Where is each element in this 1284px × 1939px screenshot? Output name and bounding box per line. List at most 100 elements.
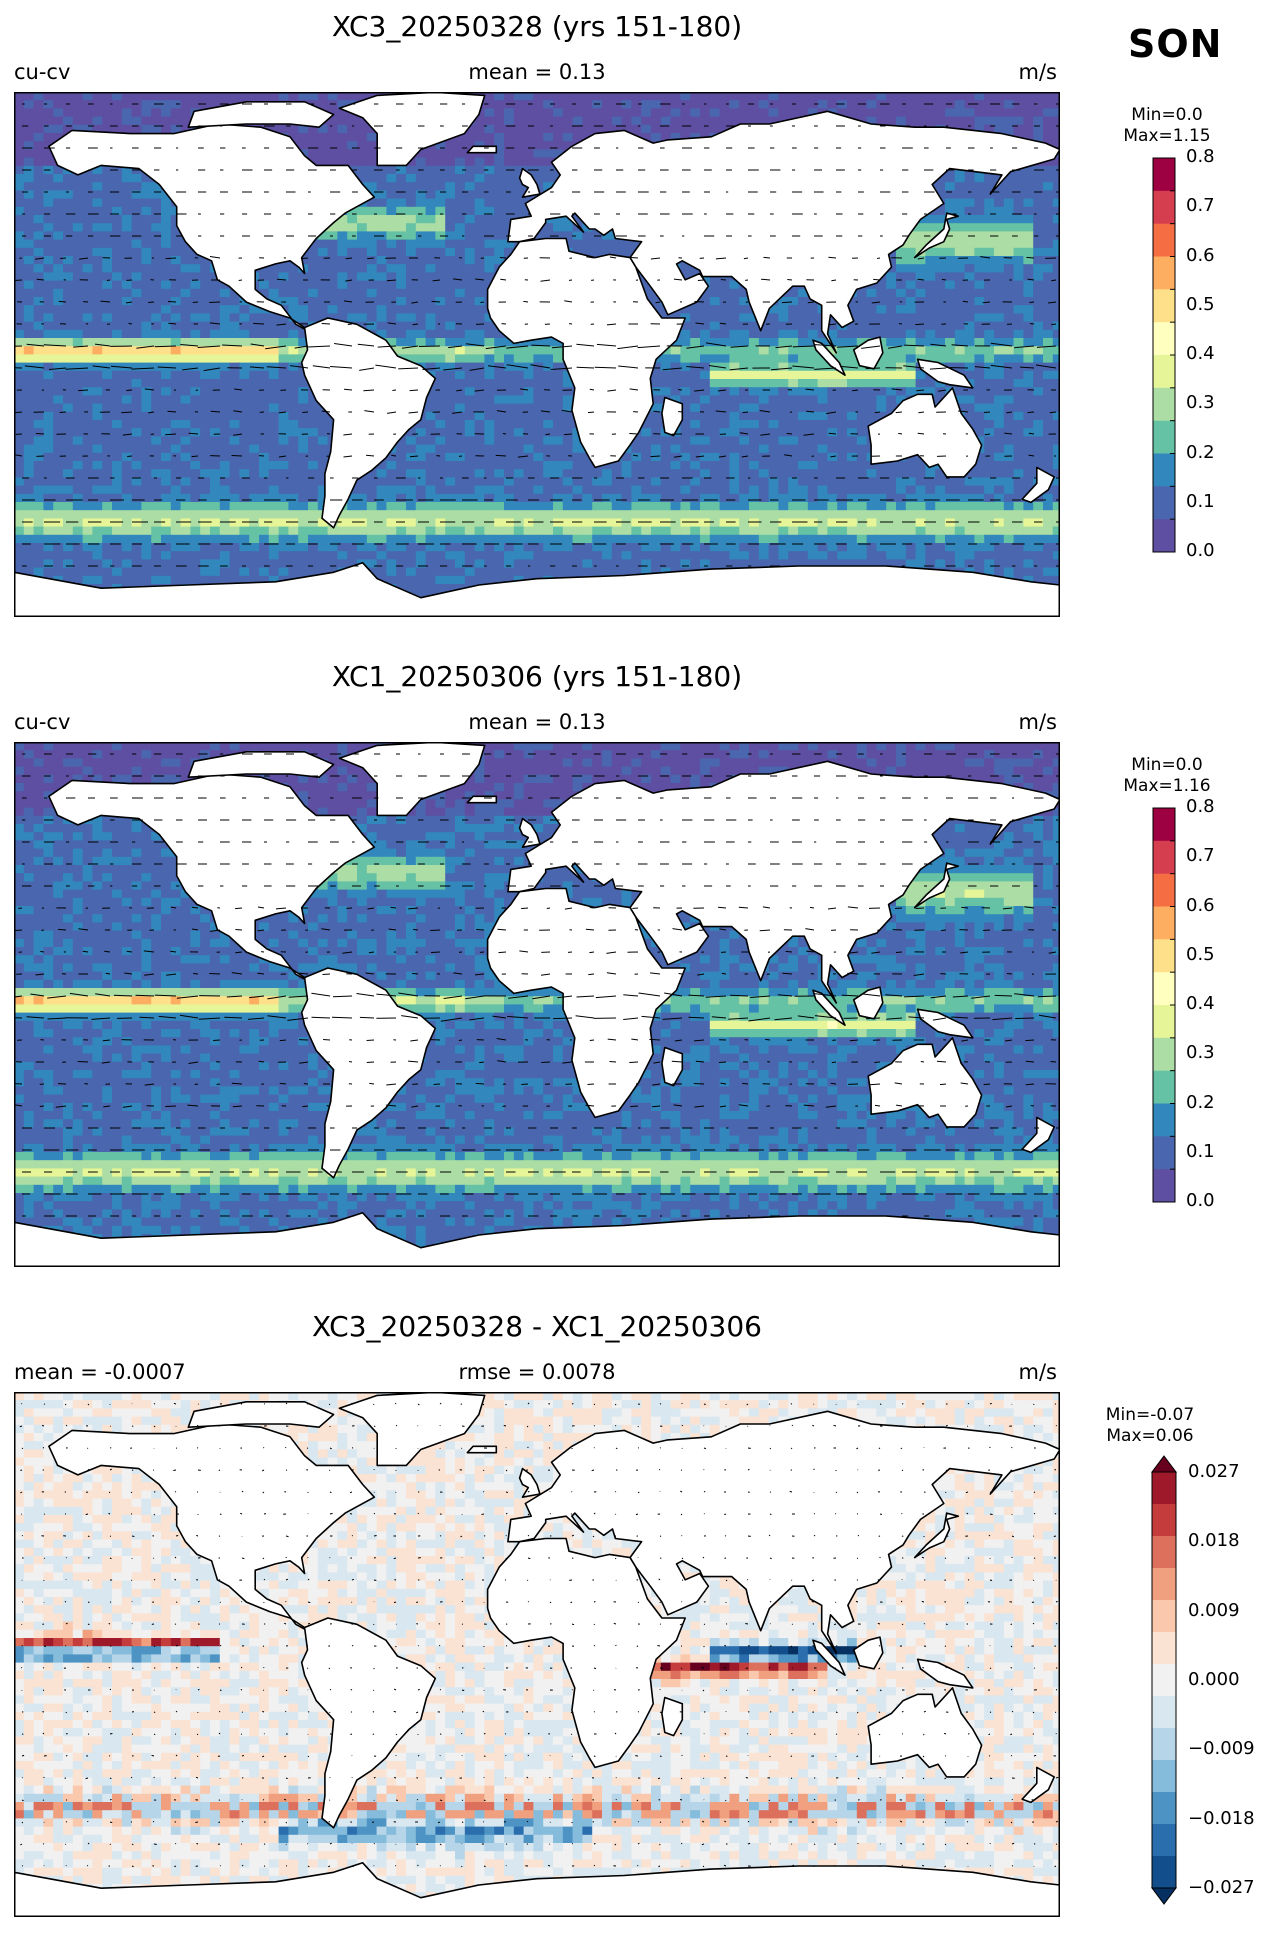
land-samerica (300, 317, 437, 529)
land-sumatra (812, 989, 846, 1026)
colorbar-swatch (1153, 1103, 1175, 1137)
panel3-units-label: m/s (1019, 1360, 1057, 1384)
panel3-min-label: Min=-0.07 (1106, 1406, 1194, 1425)
ocean-field (14, 92, 1060, 617)
panel1-min-label: Min=0.0 (1131, 106, 1202, 125)
panel2-mean-label: mean = 0.13 (468, 710, 605, 734)
colorbar-swatch (1153, 1169, 1175, 1203)
panel1-variable-label: cu-cv (14, 60, 70, 84)
panel1-colorbar-tick: 0.1 (1186, 491, 1215, 512)
land-japan (913, 1512, 960, 1559)
colorbar-swatch (1153, 939, 1175, 973)
land-uk (518, 1467, 541, 1498)
land-masses (14, 92, 1060, 617)
land-newguinea (916, 358, 974, 389)
map-frame (14, 1392, 1060, 1917)
panel1-colorbar-tick: 0.8 (1186, 146, 1215, 167)
land-madagascar (661, 396, 684, 437)
colorbar-swatch (1152, 1664, 1176, 1697)
colorbar-swatch (1153, 808, 1175, 842)
colorbar-swatch (1153, 453, 1175, 487)
panel1-max-label: Max=1.15 (1123, 127, 1210, 146)
land-uk (518, 167, 541, 198)
panel2-colorbar (1152, 807, 1176, 1203)
panel2-colorbar-tick: 0.1 (1186, 1141, 1215, 1162)
panel2-variable-label: cu-cv (14, 710, 70, 734)
land-namerica (48, 1423, 376, 1632)
colorbar-swatch (1153, 486, 1175, 520)
land-japan (913, 212, 960, 259)
colorbar-swatch (1153, 1070, 1175, 1104)
colorbar-swatch (1153, 972, 1175, 1006)
land-newguinea (916, 1658, 974, 1689)
panel3-colorbar-tick: 0.009 (1188, 1600, 1240, 1621)
land-namerica (48, 123, 376, 332)
land-iceland (466, 1445, 498, 1454)
panel2-colorbar-tick: 0.5 (1186, 944, 1215, 965)
colorbar-swatch (1152, 1632, 1176, 1665)
land-africa (486, 1537, 686, 1769)
season-label: SON (1128, 22, 1222, 66)
panel1-colorbar-tick: 0.2 (1186, 442, 1215, 463)
land-samerica (300, 1617, 437, 1829)
colorbar-swatch (1153, 873, 1175, 907)
ocean-field (14, 742, 1060, 1267)
land-iceland (466, 795, 498, 804)
panel2-colorbar-tick: 0.6 (1186, 895, 1215, 916)
land-australia (867, 387, 983, 478)
panel2-colorbar-tick: 0.8 (1186, 796, 1215, 817)
colorbar-swatch (1152, 1856, 1176, 1889)
panel3-map (14, 1392, 1060, 1917)
land-australia (867, 1037, 983, 1128)
land-madagascar (661, 1696, 684, 1737)
colorbar-swatch (1153, 906, 1175, 940)
panel1-title: XC3_20250328 (yrs 151-180) (332, 10, 742, 43)
land-nz (1021, 466, 1055, 504)
map-frame (14, 742, 1060, 1267)
colorbar-swatch (1153, 1005, 1175, 1039)
colorbar-swatch (1152, 1504, 1176, 1537)
panel2-colorbar-tick: 0.4 (1186, 993, 1215, 1014)
panel2-colorbar-tick: 0.3 (1186, 1042, 1215, 1063)
land-madagascar (661, 1046, 684, 1087)
land-japan (913, 862, 960, 909)
panel1-colorbar-tick: 0.7 (1186, 195, 1215, 216)
panel3-colorbar-tick: 0.027 (1188, 1461, 1240, 1482)
land-samerica (300, 967, 437, 1179)
land-uk (518, 817, 541, 848)
colorbar-swatch (1152, 1472, 1176, 1505)
panel2-min-label: Min=0.0 (1131, 756, 1202, 775)
colorbar-swatch (1153, 289, 1175, 323)
colorbar-swatch (1153, 158, 1175, 192)
ocean-field (14, 1392, 1060, 1917)
land-africa (486, 237, 686, 469)
panel3-colorbar-tick: 0.000 (1188, 1669, 1240, 1690)
colorbar-swatch (1153, 322, 1175, 356)
velocity-vectors (14, 753, 1060, 1217)
land-masses (14, 742, 1060, 1267)
land-borneo (852, 336, 884, 370)
panel2-map (14, 742, 1060, 1267)
land-canadaarch (187, 101, 335, 128)
panel1-colorbar-tick: 0.5 (1186, 294, 1215, 315)
colorbar-swatch (1153, 387, 1175, 422)
land-eurasia (507, 1410, 1060, 1654)
panel3-rmse-label: rmse = 0.0078 (458, 1360, 615, 1384)
panel1-units-label: m/s (1019, 60, 1057, 84)
colorbar-swatch (1153, 840, 1175, 875)
land-antarctica (14, 1862, 1060, 1917)
panel1-colorbar-tick: 0.0 (1186, 540, 1215, 561)
panel3-colorbar-tick: 0.018 (1188, 1530, 1240, 1551)
land-greenland (338, 92, 486, 167)
panel3-colorbar-tick: −0.018 (1188, 1808, 1255, 1829)
land-antarctica (14, 1212, 1060, 1267)
panel2-title: XC1_20250306 (yrs 151-180) (332, 660, 742, 693)
colorbar-swatch (1152, 1792, 1176, 1825)
land-nz (1021, 1766, 1055, 1804)
velocity-vectors (19, 1402, 1059, 1868)
colorbar-swatch (1153, 190, 1175, 225)
panel1-colorbar-tick: 0.3 (1186, 392, 1215, 413)
velocity-vectors (14, 103, 1060, 567)
panel2-colorbar-tick: 0.0 (1186, 1190, 1215, 1211)
panel1-map (14, 92, 1060, 617)
